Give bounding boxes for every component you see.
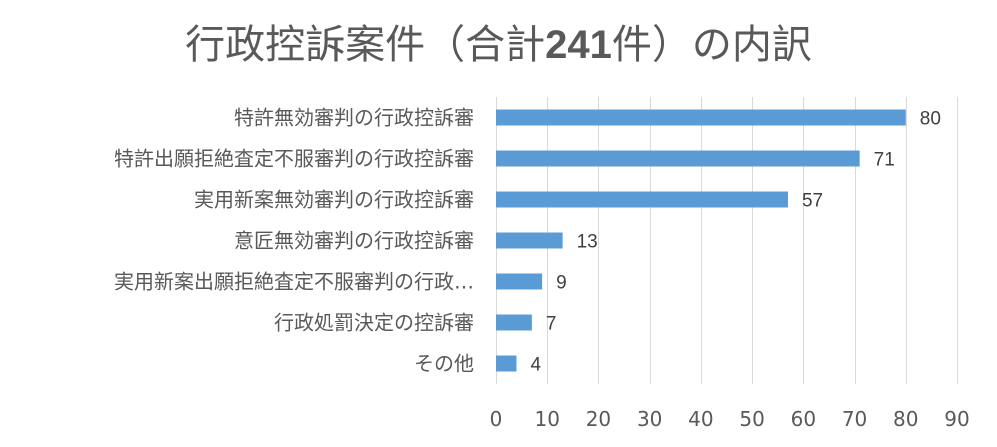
x-tick-label: 90 [944,407,969,431]
chart-title: 行政控訴案件（合計241件）の内訳 [185,22,812,68]
category-label: 実用新案出願拒絶査定不服審判の行政… [114,270,474,294]
data-label: 9 [556,273,567,294]
bar [496,355,517,372]
x-tick-label: 0 [490,407,503,431]
data-label: 13 [577,232,598,253]
category-label: 実用新案無効審判の行政控訴審 [194,188,474,212]
bars [496,109,906,372]
category-label: 特許無効審判の行政控訴審 [234,106,474,130]
category-labels: 特許無効審判の行政控訴審特許出願拒絶査定不服審判の行政控訴審実用新案無効審判の行… [114,106,474,376]
x-tick-label: 20 [586,407,611,431]
x-tick-label: 60 [791,407,816,431]
data-labels: 80 71 57 13 9 74 [530,109,940,376]
category-label: 意匠無効審判の行政控訴審 [234,229,474,253]
bar [496,273,543,290]
data-label: 4 [530,355,541,376]
bar [496,232,563,249]
x-tick-label: 40 [688,407,713,431]
category-label: 特許出願拒絶査定不服審判の行政控訴審 [114,147,474,171]
x-tick-label: 30 [637,407,662,431]
bar [496,191,788,208]
x-tick-label: 50 [739,407,764,431]
x-tick-label: 70 [842,407,867,431]
gridlines [496,97,958,384]
x-tick-label: 80 [893,407,918,431]
bar [496,150,860,167]
data-label: 80 [920,109,941,130]
data-label: 71 [874,150,895,171]
data-label: 7 [546,314,557,335]
x-tick-label: 10 [534,407,559,431]
data-label: 57 [802,191,823,212]
bar [496,314,532,331]
x-axis-ticks: 0 10 20 30 40 50 60 70 80 90 [490,407,970,431]
category-label: 行政処罰決定の控訴審 [274,311,474,335]
bar [496,109,906,126]
category-label: その他 [414,352,474,376]
